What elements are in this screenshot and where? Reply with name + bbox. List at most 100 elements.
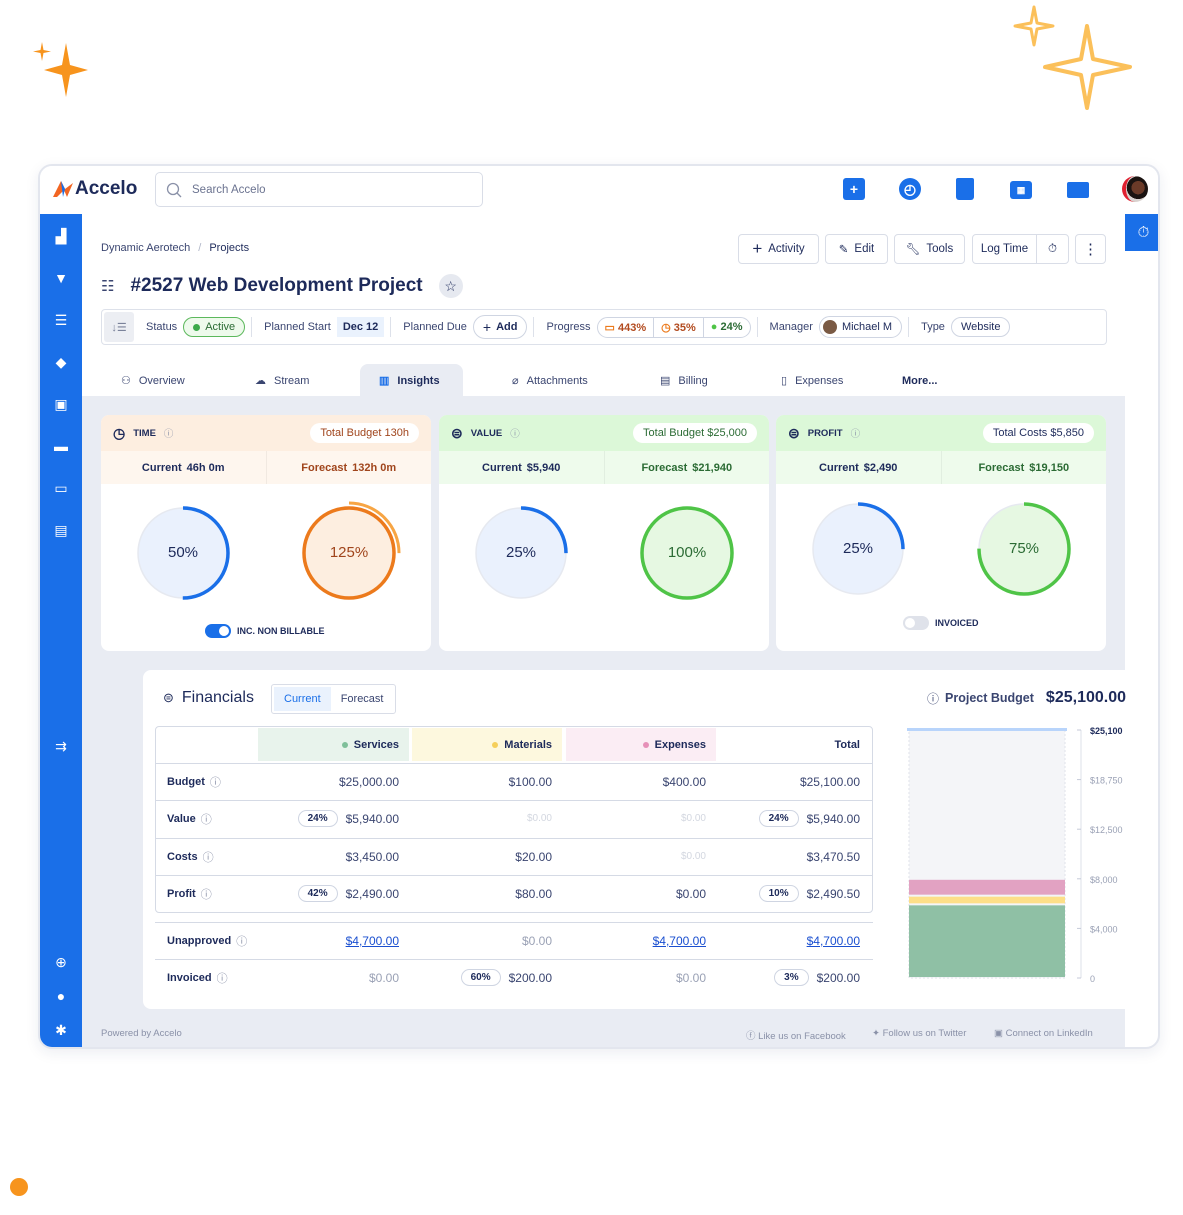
info-icon[interactable]: ⓘ <box>200 888 212 901</box>
info-icon[interactable]: ⓘ <box>850 429 861 440</box>
info-icon[interactable]: ⓘ <box>202 851 214 864</box>
money-icon: ⊜ <box>788 424 800 441</box>
progress-group[interactable]: ▭ 443% ◷ 35% ● 24% <box>596 316 751 338</box>
linkedin-link[interactable]: ▣ Connect on LinkedIn <box>994 1028 1093 1039</box>
settings-icon[interactable]: ✱ <box>55 1022 67 1038</box>
inbox-icon[interactable] <box>1067 182 1089 198</box>
tab-stream[interactable]: ☁ Stream <box>255 364 309 397</box>
facebook-icon: ⓕ <box>746 1031 759 1042</box>
clipboard-icon[interactable] <box>956 178 974 200</box>
tickets-icon[interactable]: ◆ <box>55 354 67 370</box>
row-label: Unapproved <box>167 934 232 947</box>
table-cell: $0.00 <box>522 922 552 959</box>
breadcrumb-client[interactable]: Dynamic Aerotech <box>101 242 191 254</box>
reports-icon[interactable]: ▬ <box>54 438 68 454</box>
funnel-icon[interactable]: ▼ <box>54 270 68 286</box>
dashboard-icon[interactable]: ▭ <box>54 480 68 496</box>
info-icon[interactable]: ⓘ <box>216 972 228 985</box>
card-subheader: Current $2,490 Forecast $19,150 <box>776 451 1106 484</box>
collapse-icon[interactable]: ⇉ <box>55 738 67 754</box>
manager-chip[interactable]: Michael M <box>818 316 903 338</box>
toggle-switch[interactable] <box>903 616 929 630</box>
toggle-label: INVOICED <box>935 618 979 628</box>
building-icon[interactable]: ▟ <box>55 228 67 244</box>
forecast-amount: 132h 0m <box>352 461 397 474</box>
bar-segment-1 <box>909 896 1065 904</box>
percent-badge: 24% <box>297 810 338 827</box>
cell-value[interactable]: $4,700.00 <box>345 933 399 948</box>
receipt-icon: ▯ <box>781 375 788 387</box>
info-icon: ⓘ <box>927 691 940 706</box>
projects-icon[interactable]: ☰ <box>54 312 68 328</box>
accelo-logo[interactable]: Accelo <box>52 178 137 200</box>
timer-side-button[interactable]: ⏱︎ <box>1125 214 1158 251</box>
breadcrumb-projects[interactable]: Projects <box>209 242 250 254</box>
chat-icon: ☁ <box>255 375 266 387</box>
y-tick-label: $4,000 <box>1090 924 1118 934</box>
table-cell[interactable]: $4,700.00 <box>807 922 860 959</box>
row-divider <box>155 959 873 960</box>
edit-button[interactable]: ✎ Edit <box>825 234 888 264</box>
more-actions-button[interactable]: ⋮ <box>1075 234 1106 264</box>
percent-badge: 3% <box>774 969 809 986</box>
tab-billing[interactable]: ▤ Billing <box>660 364 708 397</box>
lightbulb-icon[interactable]: ● <box>56 988 66 1004</box>
powered-by[interactable]: Powered by Accelo <box>101 1028 182 1039</box>
tools-button[interactable]: 🔧︎ Tools <box>894 234 965 264</box>
toggle-current[interactable]: Current <box>274 687 331 711</box>
star-icon[interactable]: ☆ <box>438 274 463 298</box>
status-dot <box>193 323 201 331</box>
row-label: Profit <box>167 887 196 900</box>
add-planned-due-button[interactable]: + Add <box>472 315 528 339</box>
table-cell[interactable]: $4,700.00 <box>653 922 706 959</box>
status-label: Status <box>146 321 178 333</box>
search-input[interactable]: Search Accelo <box>155 172 483 207</box>
twitter-icon: ✦ <box>872 1028 883 1039</box>
tab-insights[interactable]: ▥ Insights <box>379 364 440 397</box>
card-profit: ⊜ PROFIT ⓘ Total Costs $5,850 Current $2,490 F… <box>776 415 1106 651</box>
app-window: Accelo Search Accelo + ◴ ▦ ▟ ▼ ☰ ◆ ▣ ▬ ▭… <box>38 164 1160 1049</box>
calendar-icon[interactable]: ▦ <box>1010 181 1032 199</box>
table-cell[interactable]: $4,700.00 <box>346 922 399 959</box>
sort-icon[interactable]: ↓☰ <box>104 312 134 342</box>
info-icon[interactable]: ⓘ <box>209 776 221 789</box>
column-header-bg <box>412 728 562 761</box>
row-label: Invoiced <box>167 971 212 984</box>
cell-value[interactable]: $4,700.00 <box>806 933 860 948</box>
add-activity-button[interactable]: + Activity <box>738 234 819 264</box>
cell-value: $80.00 <box>515 886 552 901</box>
status-badge[interactable]: Active <box>183 317 246 337</box>
tab-more[interactable]: More... <box>902 364 937 397</box>
tab-overview[interactable]: ⚇ Overview <box>121 364 185 397</box>
facebook-link[interactable]: ⓕ Like us on Facebook <box>746 1028 846 1042</box>
timer-button[interactable]: ⏱︎ <box>1036 234 1069 264</box>
info-icon[interactable]: ⓘ <box>236 935 248 948</box>
calendar-icon: ▭ <box>604 321 618 334</box>
add-icon[interactable]: + <box>843 178 865 200</box>
info-icon[interactable]: ⓘ <box>200 813 212 826</box>
linkedin-icon: ▣ <box>994 1028 1006 1039</box>
retainers-icon[interactable]: ▣ <box>54 396 68 412</box>
planned-start-value[interactable]: Dec 12 <box>336 317 385 337</box>
twitter-link[interactable]: ✦ Follow us on Twitter <box>872 1028 966 1039</box>
forms-icon[interactable]: ▤ <box>54 522 68 538</box>
avatar[interactable] <box>1122 176 1148 202</box>
column-label: Expenses <box>654 738 706 751</box>
tab-attachments[interactable]: ⌀ Attachments <box>512 364 588 397</box>
tab-expenses[interactable]: ▯ Expenses <box>781 364 843 397</box>
type-chip[interactable]: Website <box>950 317 1011 337</box>
row-divider <box>155 838 873 839</box>
log-time-button[interactable]: Log Time <box>972 234 1037 264</box>
help-icon[interactable]: ⊕ <box>55 954 67 970</box>
toggle-switch[interactable] <box>205 624 231 638</box>
main-content: Dynamic Aerotech / Projects ☷ #2527 Web … <box>82 214 1148 1047</box>
clock-icon[interactable]: ◴ <box>899 178 921 200</box>
breadcrumb: Dynamic Aerotech / Projects <box>101 242 249 254</box>
toggle-forecast[interactable]: Forecast <box>340 693 384 705</box>
cell-value[interactable]: $4,700.00 <box>652 933 706 948</box>
table-cell: $100.00 <box>509 763 552 800</box>
progress-time-value: 35% <box>673 321 696 334</box>
info-icon[interactable]: ⓘ <box>163 429 174 440</box>
info-icon[interactable]: ⓘ <box>510 429 520 440</box>
card-header: ⊜ PROFIT ⓘ Total Costs $5,850 <box>776 415 1106 451</box>
